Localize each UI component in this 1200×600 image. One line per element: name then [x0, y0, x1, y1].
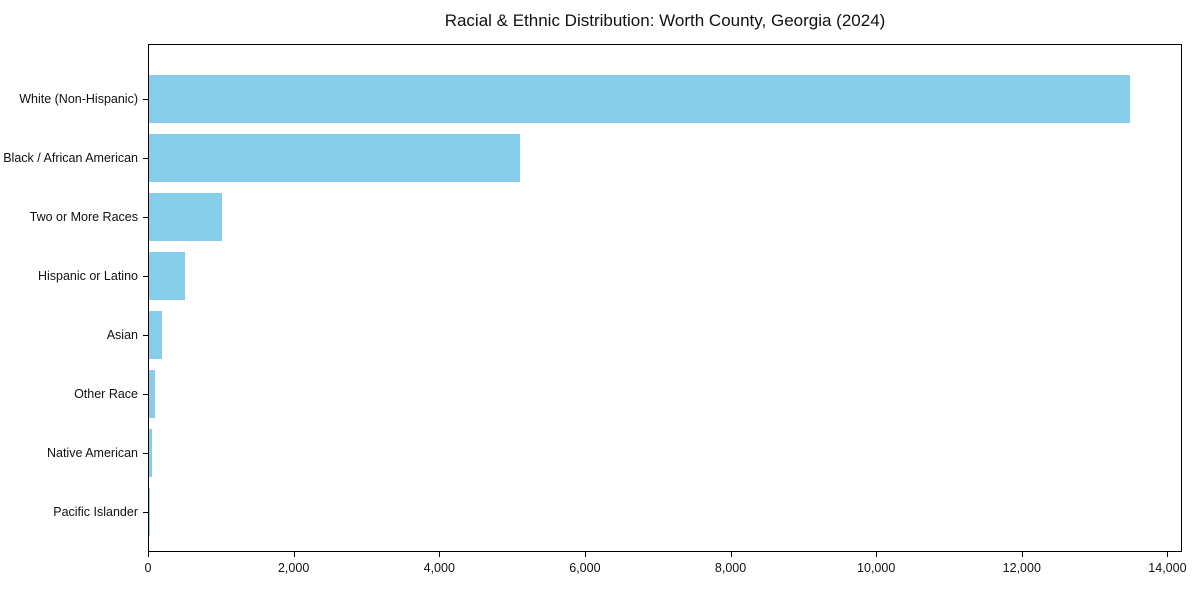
x-tick-label: 6,000 — [569, 561, 601, 575]
bar-row: Pacific Islander — [53, 482, 1181, 541]
bar-row: Two or More Races — [30, 187, 1181, 246]
x-tick-mark — [584, 552, 586, 557]
x-tick-mark — [730, 552, 732, 557]
x-tick-label: 10,000 — [857, 561, 896, 575]
y-tick-mark — [143, 275, 148, 277]
x-tick-label: 12,000 — [1002, 561, 1041, 575]
x-tick-label: 0 — [144, 561, 152, 575]
x-tick-mark — [1021, 552, 1023, 557]
bar — [149, 428, 152, 477]
bar-row: Black / African American — [3, 128, 1181, 187]
x-tick-mark — [439, 552, 441, 557]
x-tick-mark — [1167, 552, 1169, 557]
bar — [149, 487, 150, 536]
plot-area: White (Non-Hispanic) Black / African Amer… — [3, 44, 1182, 552]
category-label: Black / African American — [3, 150, 138, 165]
bar — [149, 192, 222, 241]
x-tick-mark — [876, 552, 878, 557]
category-label: Other Race — [74, 386, 138, 401]
y-tick-mark — [143, 216, 148, 218]
chart-title: Racial & Ethnic Distribution: Worth Coun… — [444, 11, 886, 30]
y-tick-mark — [143, 157, 148, 159]
y-tick-mark — [143, 393, 148, 395]
y-tick-mark — [143, 98, 148, 100]
plot-rows: White (Non-Hispanic) Black / African Amer… — [3, 45, 1181, 551]
category-label: Native American — [46, 445, 138, 460]
x-tick-label: 4,000 — [423, 561, 455, 575]
x-tick-label: 2,000 — [277, 561, 310, 575]
bar-row: Hispanic or Latino — [38, 246, 1181, 305]
bar-row: White (Non-Hispanic) — [19, 69, 1181, 128]
bar-row: Asian — [107, 305, 1181, 364]
category-label: Pacific Islander — [53, 504, 138, 519]
bar-row: Other Race — [74, 364, 1181, 423]
bar — [149, 133, 520, 182]
category-label: Asian — [106, 327, 138, 342]
bar — [149, 310, 162, 359]
x-tick-label: 8,000 — [714, 561, 747, 575]
category-label: White (Non-Hispanic) — [19, 91, 138, 106]
y-tick-mark — [143, 452, 148, 454]
bar-row: Native American — [47, 423, 1181, 482]
bar — [149, 251, 186, 300]
category-label: Two or More Races — [29, 209, 138, 224]
x-tick-label: 14,000 — [1148, 561, 1187, 575]
y-tick-mark — [143, 334, 148, 336]
x-tick-mark — [148, 552, 149, 557]
x-tick-mark — [293, 552, 295, 557]
y-tick-mark — [143, 511, 148, 513]
bar — [149, 74, 1131, 123]
category-label: Hispanic or Latino — [37, 268, 138, 283]
bar — [149, 369, 155, 418]
